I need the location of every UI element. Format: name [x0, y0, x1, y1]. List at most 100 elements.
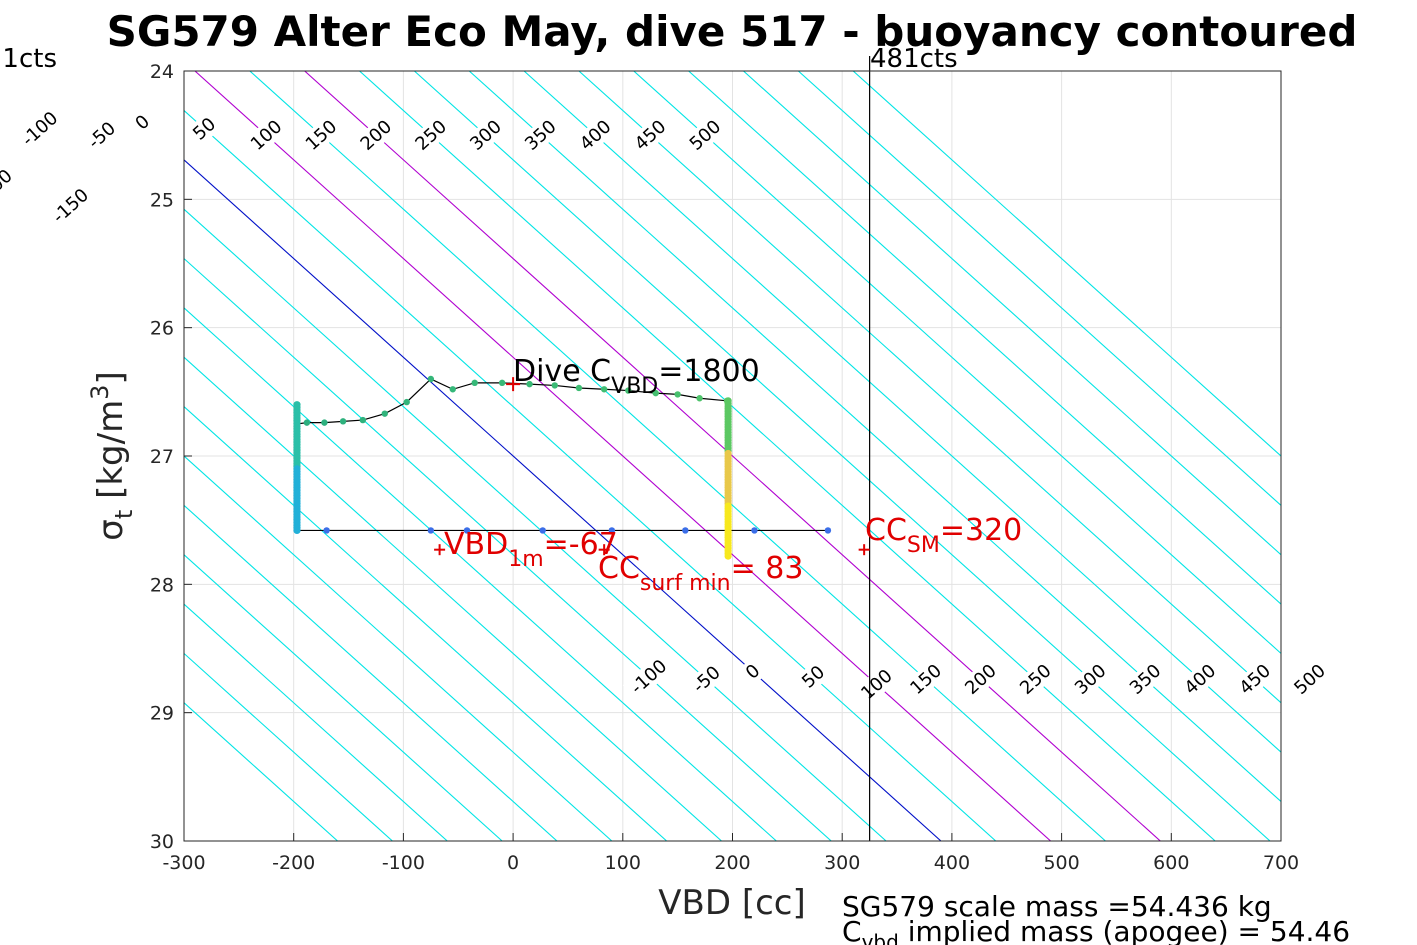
contour-label-bg — [1123, 658, 1168, 701]
contour-label-bg — [408, 113, 453, 157]
dive-point — [751, 527, 758, 534]
y-tick-label: 26 — [150, 318, 174, 340]
vbd-1m-base: VBD — [444, 527, 508, 562]
vertical-line-label: 481cts — [870, 44, 958, 74]
dive-point — [427, 375, 435, 383]
dive-point — [551, 382, 558, 389]
dive-point — [696, 395, 703, 402]
dive-point — [427, 527, 435, 534]
plus-marker — [506, 377, 521, 392]
contour-label-bg — [795, 659, 832, 695]
dive-point — [359, 416, 367, 424]
x-tick-label: 200 — [714, 852, 750, 874]
y-tick-label: 24 — [150, 61, 174, 83]
contour-line — [633, 71, 1281, 655]
y-axis-ticks: 24 25 26 27 28 29 30 — [150, 61, 192, 853]
vbd-1m-annotation: VBD1m=-67 — [444, 527, 618, 572]
implied-mass-base: C — [842, 915, 862, 945]
y-axis-label-subscript: t — [110, 510, 138, 519]
contour-line — [184, 652, 393, 841]
dive-point — [449, 386, 456, 393]
y-axis-label-close: ] — [91, 371, 131, 384]
x-tick-label: -300 — [162, 852, 205, 874]
dive-point — [526, 380, 533, 388]
dive-point — [608, 527, 616, 534]
dive-cvbd-base: Dive C — [513, 354, 611, 389]
cc-sm-tail: =320 — [940, 513, 1022, 548]
dive-point — [824, 527, 832, 534]
contour-label-bg — [854, 663, 899, 706]
apogee-column-point — [293, 526, 301, 535]
contour-line — [184, 109, 997, 841]
contour-label-group: 0 — [128, 108, 156, 137]
contour-label-bg — [186, 111, 223, 147]
contour-line — [184, 257, 832, 841]
contour-label-bg — [1233, 658, 1277, 701]
contour-line — [414, 71, 1271, 841]
y-tick-label: 30 — [150, 831, 174, 853]
y-tick-label: 28 — [150, 574, 174, 596]
dive-point — [303, 419, 311, 426]
dive-cvbd-tail: =1800 — [658, 354, 759, 389]
dive-point — [463, 527, 471, 534]
dive-point — [575, 384, 583, 392]
vbd-1m-tail: =-67 — [544, 527, 618, 562]
x-tick-label: 500 — [1043, 852, 1079, 874]
contour-label-bg — [128, 108, 156, 137]
contour-line — [578, 71, 1281, 704]
dive-point — [321, 419, 328, 426]
contour-label-bg — [244, 113, 289, 157]
scale-mass-label: SG579 scale mass =54.436 kg — [842, 890, 1272, 923]
y-axis-label: σt [kg/m3] — [86, 371, 138, 540]
dive-cvbd-sub: VBD — [611, 374, 658, 399]
contour-label-bg — [1287, 658, 1332, 701]
y-axis-label-symbol: σ — [91, 519, 131, 541]
contour-line — [184, 504, 558, 841]
dive-point — [682, 527, 689, 534]
cc-surf-min-base: CC — [598, 551, 640, 586]
plus-marker — [598, 544, 610, 556]
plus-marker — [434, 544, 446, 556]
y-axis-label-unit: [kg/m — [91, 400, 131, 510]
dive-point — [381, 410, 388, 417]
contour-line — [743, 71, 1281, 556]
surface-column-point — [724, 552, 732, 560]
cc-sm-base: CC — [865, 513, 907, 548]
dive-point — [498, 379, 506, 387]
dive-point — [323, 527, 330, 534]
dive-point — [339, 418, 347, 425]
implied-mass-label: Cvbd implied mass (apogee) = 54.46 — [842, 915, 1350, 945]
x-tick-label: 400 — [934, 852, 970, 874]
dive-point — [625, 387, 632, 394]
contour-label-bg — [518, 113, 563, 157]
contour-label-bg — [299, 113, 343, 157]
dive-point — [652, 389, 659, 397]
contour-label-bg — [44, 180, 97, 231]
cc-surf-min-sub: surf min — [640, 571, 731, 596]
contour-label-bg — [573, 113, 618, 157]
contour-line — [184, 405, 668, 841]
contour-label-bg — [684, 658, 729, 701]
x-tick-label: 600 — [1153, 852, 1189, 874]
contour-line — [523, 71, 1281, 753]
contour-label-bg — [13, 103, 66, 154]
contour-label-group: 0 — [739, 657, 767, 686]
dive-cvbd-annotation: Dive CVBD=1800 — [513, 354, 760, 399]
y-axis-label-superscript: 3 — [86, 385, 114, 400]
contour-line — [184, 208, 887, 841]
contour-label-bg — [79, 113, 124, 157]
cc-sm-sub: SM — [907, 533, 940, 558]
x-tick-label: 700 — [1263, 852, 1299, 874]
dive-point — [674, 391, 681, 398]
contour-label-bg — [958, 658, 1003, 701]
dive-point — [471, 379, 478, 387]
contour-line — [468, 71, 1281, 803]
vbd-1m-sub: 1m — [508, 547, 543, 572]
dive-point — [403, 398, 410, 406]
contour-label-bg — [628, 113, 673, 157]
contour-label-bg — [683, 113, 727, 157]
markers — [434, 377, 870, 556]
contour-label-bg — [0, 161, 21, 212]
x-tick-label: 300 — [824, 852, 860, 874]
contour-line — [688, 71, 1281, 605]
